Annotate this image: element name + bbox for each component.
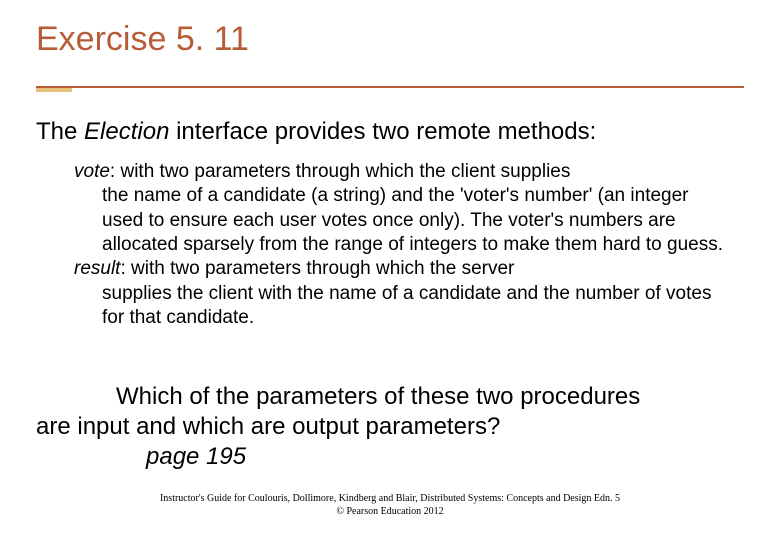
question-page: page 195 bbox=[36, 442, 744, 472]
question-block: Which of the parameters of these two pro… bbox=[36, 382, 744, 472]
method-vote-name: vote bbox=[74, 161, 110, 182]
method-result-name: result bbox=[74, 258, 120, 279]
slide: Exercise 5. 11 The Election interface pr… bbox=[0, 0, 780, 540]
question-line1: Which of the parameters of these two pro… bbox=[36, 382, 744, 412]
footer-line2: © Pearson Education 2012 bbox=[0, 506, 780, 519]
method-vote-rest: the name of a candidate (a string) and t… bbox=[74, 184, 734, 257]
method-vote-lead: : with two parameters through which the … bbox=[110, 161, 570, 182]
title-rule bbox=[36, 86, 744, 88]
intro-post: interface provides two remote methods: bbox=[169, 118, 596, 145]
method-result-lead: : with two parameters through which the … bbox=[120, 258, 514, 279]
intro-pre: The bbox=[36, 118, 84, 145]
footer: Instructor's Guide for Coulouris, Dollim… bbox=[0, 493, 780, 518]
footer-line1: Instructor's Guide for Coulouris, Dollim… bbox=[0, 493, 780, 506]
intro-line: The Election interface provides two remo… bbox=[36, 118, 596, 147]
method-result: result: with two parameters through whic… bbox=[74, 257, 734, 330]
method-vote: vote: with two parameters through which … bbox=[74, 160, 734, 257]
title-accent bbox=[36, 88, 72, 92]
method-result-rest: supplies the client with the name of a c… bbox=[74, 282, 734, 331]
slide-title: Exercise 5. 11 bbox=[36, 20, 249, 59]
intro-em: Election bbox=[84, 118, 169, 145]
body-text: vote: with two parameters through which … bbox=[74, 160, 734, 330]
question-line2: are input and which are output parameter… bbox=[36, 413, 500, 440]
